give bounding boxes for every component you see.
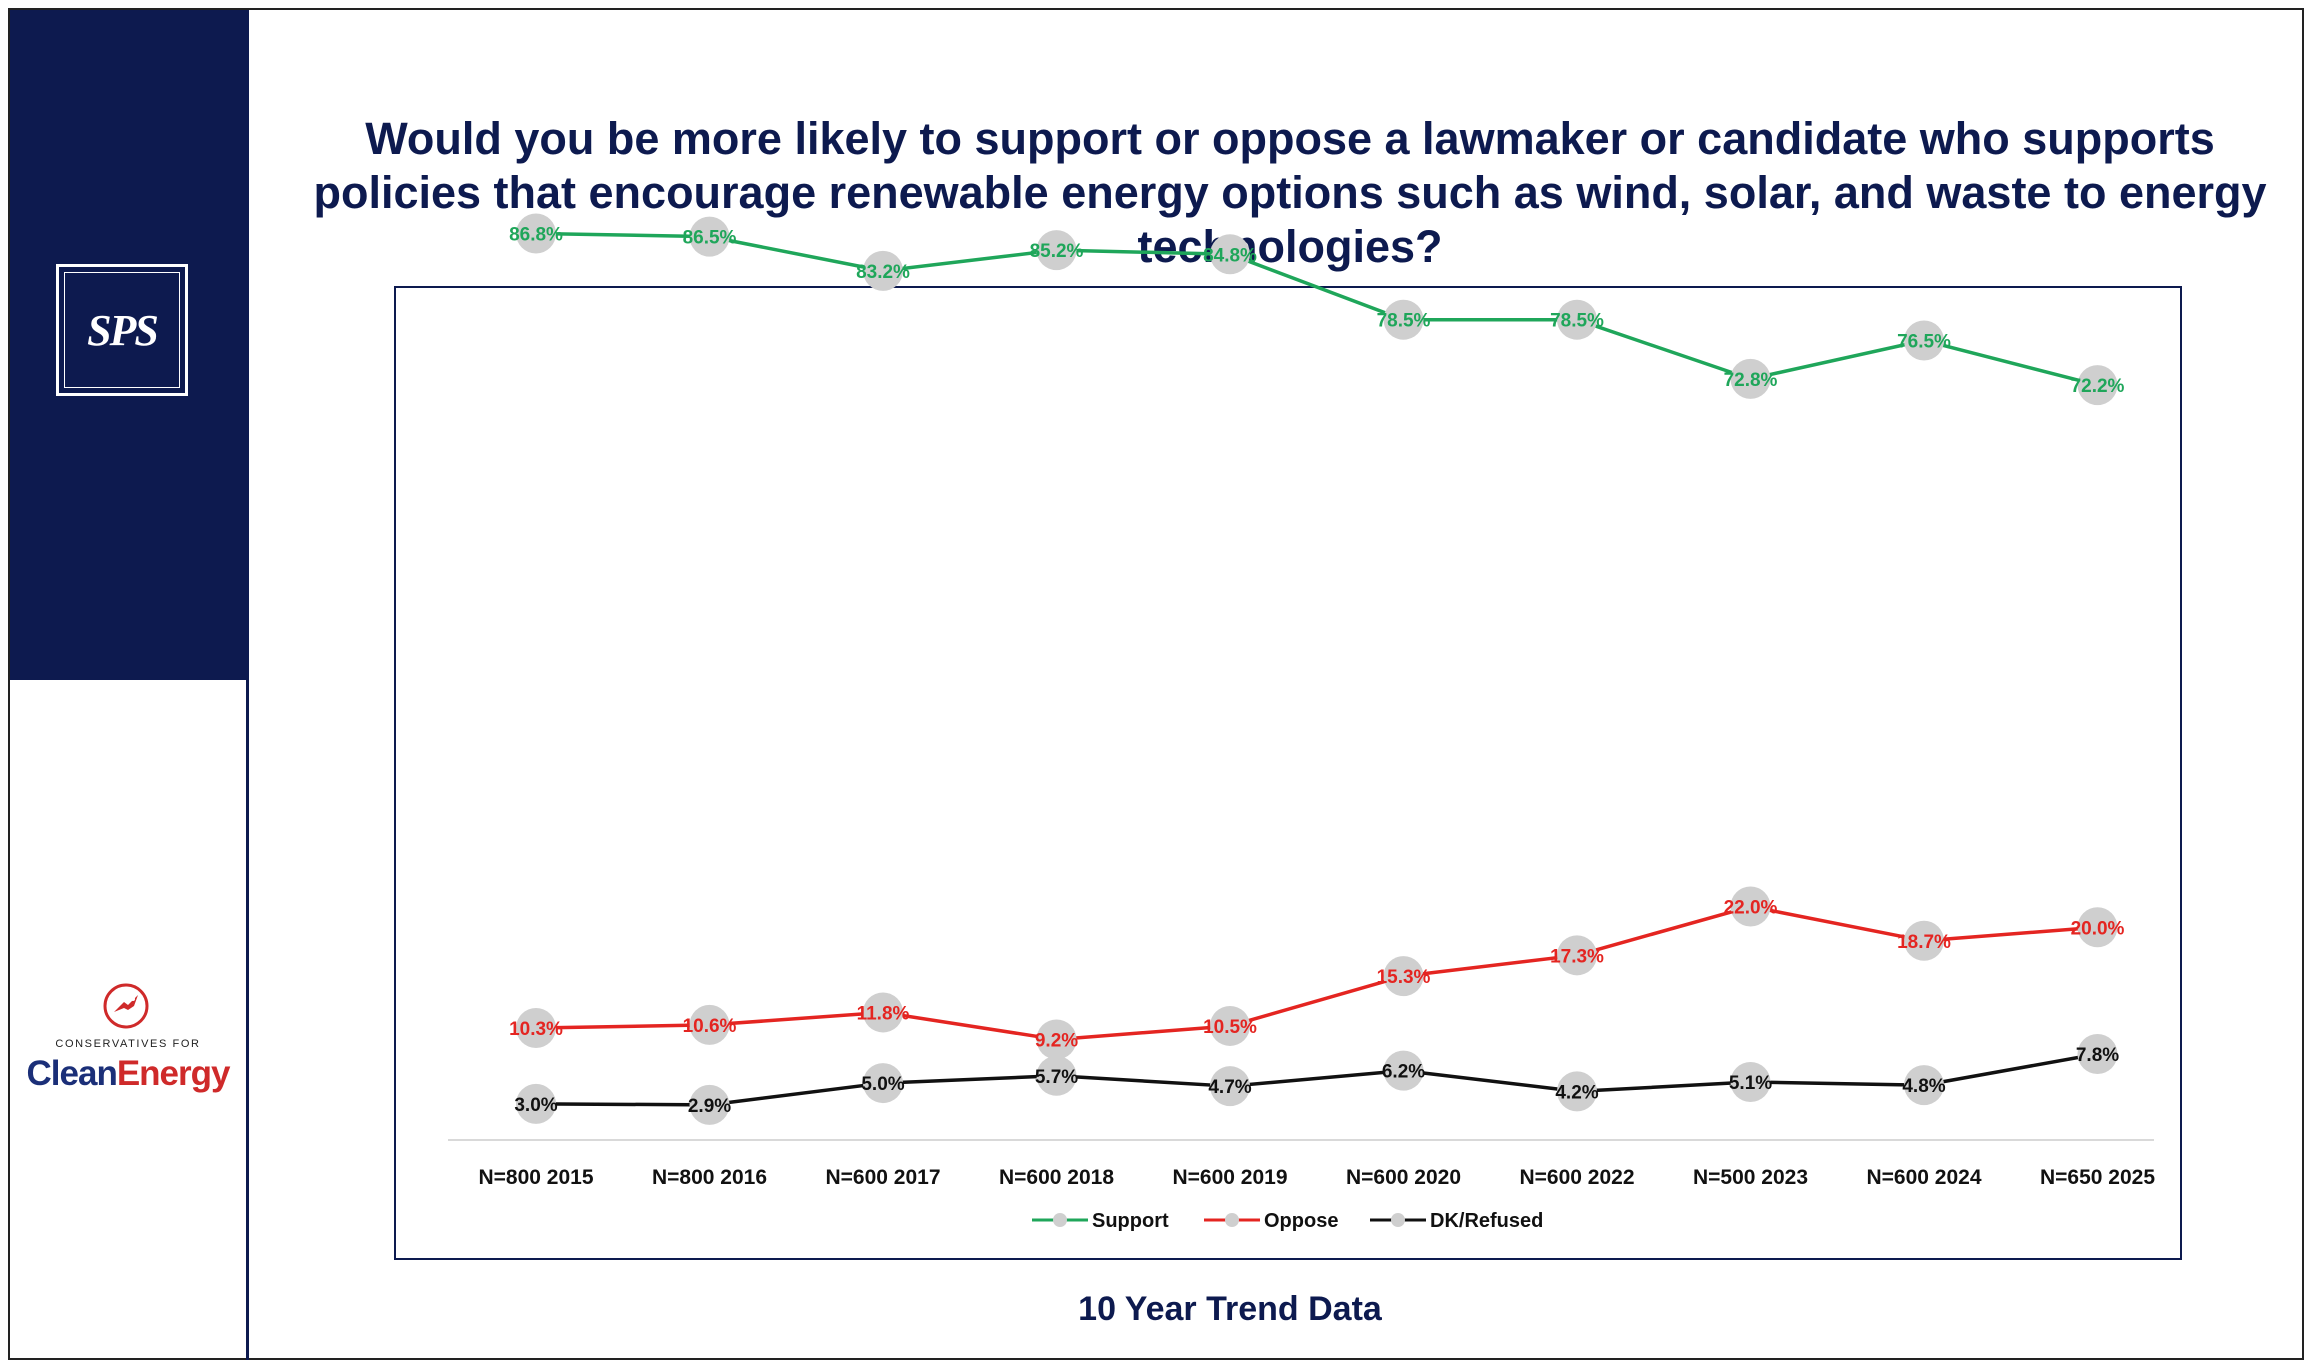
dk-refused-data-label: 4.2% (1555, 1082, 1598, 1103)
support-marker (1557, 299, 1597, 340)
x-tick-labels: N=800 2015 N=800 2016 N=600 2017 N=600 2018… (478, 1166, 2155, 1189)
support-data-label: 76.5% (1897, 331, 1951, 352)
dk-refused-marker (1210, 1066, 1250, 1107)
dk-refused-marker (1036, 1055, 1077, 1096)
dk-refused-data-label: 5.0% (861, 1074, 904, 1095)
series-lines (535, 231, 2098, 1107)
dk-refused-marker (2077, 1033, 2118, 1074)
dk-refused-marker (689, 1084, 730, 1125)
x-tick-label: N=600 2022 (1519, 1166, 1634, 1189)
oppose-data-label: 11.8% (857, 1003, 910, 1024)
dk-refused-data-label: 4.8% (1902, 1076, 1945, 1097)
support-legend-label: Support (1092, 1210, 1169, 1232)
oppose-legend-marker-icon (1225, 1213, 1239, 1227)
page-title: Would you be more likely to support or o… (313, 113, 2267, 272)
sidebar-divider (246, 10, 249, 1360)
oppose-marker (516, 1008, 556, 1049)
oppose-data-label: 17.3% (1550, 946, 1604, 967)
x-tick-label: N=800 2015 (478, 1166, 593, 1189)
oppose-marker (863, 992, 903, 1033)
dk-refused-data-label: 4.7% (1208, 1077, 1251, 1098)
dk-refused-marker (1730, 1062, 1771, 1103)
oppose-data-label: 22.0% (1724, 898, 1778, 919)
oppose-data-label: 10.5% (1203, 1017, 1257, 1038)
oppose-series-line (535, 904, 2098, 1042)
x-tick-label: N=500 2023 (1693, 1166, 1808, 1189)
support-data-label: 86.5% (683, 228, 737, 249)
support-data-label: 85.2% (1030, 241, 1084, 262)
x-tick-label: N=600 2019 (1172, 1166, 1287, 1189)
dk-refused-marker (863, 1063, 903, 1104)
dk-refused-marker (516, 1083, 556, 1124)
oppose-data-label: 20.0% (2071, 918, 2125, 939)
sidebar-panel: SPS (10, 10, 246, 680)
cce-subtitle: CONSERVATIVES FOR (55, 1038, 201, 1050)
dk-refused-series-line (535, 1052, 2098, 1107)
oppose-marker (1557, 935, 1597, 976)
support-legend-marker-icon (1053, 1213, 1067, 1227)
dk-refused-marker (1557, 1071, 1597, 1112)
x-tick-label: N=600 2018 (999, 1166, 1114, 1189)
support-marker (1383, 299, 1424, 340)
support-data-label: 86.8% (509, 224, 563, 245)
support-marker (689, 216, 730, 257)
conservatives-for-clean-energy-logo: CONSERVATIVES FOR CleanEnergy (10, 980, 246, 1120)
support-data-label: 84.8% (1203, 245, 1257, 266)
support-data-label: 72.8% (1724, 370, 1778, 391)
sps-logo: SPS (56, 264, 188, 396)
oppose-marker (1730, 886, 1771, 927)
dk-refused-data-label: 5.7% (1035, 1067, 1078, 1088)
oppose-marker (2077, 907, 2118, 948)
oppose-marker (1210, 1005, 1250, 1046)
dk-refused-marker (1904, 1065, 1944, 1106)
series-markers (516, 213, 2118, 1125)
support-data-label: 83.2% (856, 262, 910, 283)
support-marker (1210, 234, 1250, 275)
oppose-legend-label: Oppose (1264, 1210, 1338, 1232)
x-tick-label: N=600 2017 (825, 1166, 940, 1189)
dk-refused-legend-label: DK/Refused (1430, 1210, 1543, 1232)
oppose-marker (1036, 1019, 1077, 1060)
sps-logo-text: SPS (64, 272, 180, 388)
support-data-label: 78.5% (1550, 311, 1604, 332)
support-marker (1036, 230, 1077, 271)
dk-refused-data-label: 5.1% (1729, 1073, 1772, 1094)
x-tick-label: N=800 2016 (652, 1166, 767, 1189)
support-data-label: 72.2% (2071, 376, 2125, 397)
support-series-line (535, 231, 2098, 387)
x-tick-label: N=600 2020 (1346, 1166, 1461, 1189)
x-tick-label: N=600 2024 (1866, 1166, 1981, 1189)
dk-refused-data-label: 3.0% (514, 1095, 557, 1116)
dk-refused-legend-marker-icon (1391, 1213, 1405, 1227)
oppose-data-label: 10.3% (509, 1019, 563, 1040)
cce-wordmark-clean: Clean (26, 1054, 118, 1093)
chart-frame (394, 286, 2182, 1260)
data-labels: 86.8% 86.5% 83.2% 85.2% 84.8% 78.5% 78.5% 72.8%… (509, 224, 2124, 1116)
oppose-marker (689, 1004, 730, 1045)
support-marker (516, 213, 556, 254)
dk-refused-data-label: 2.9% (688, 1096, 731, 1117)
slide: SPS CONSERVATIVES FOR CleanEnergy (8, 8, 2304, 1360)
eagle-emblem-icon (103, 983, 149, 1029)
cce-wordmark-energy: Energy (116, 1054, 231, 1093)
oppose-data-label: 15.3% (1377, 967, 1431, 988)
oppose-data-label: 10.6% (683, 1016, 737, 1037)
dk-refused-data-label: 7.8% (2076, 1045, 2119, 1066)
support-marker (2077, 365, 2118, 406)
oppose-marker (1904, 920, 1944, 961)
chart-legend: Support Oppose DK/Refused (1032, 1210, 1543, 1232)
support-data-label: 78.5% (1377, 311, 1431, 332)
oppose-data-label: 9.2% (1035, 1030, 1078, 1051)
support-marker (1904, 320, 1944, 361)
cce-wordmark: CleanEnergy (10, 1054, 246, 1094)
dk-refused-marker (1383, 1050, 1424, 1091)
support-marker (1730, 358, 1771, 399)
x-tick-label: N=650 2025 (2040, 1166, 2155, 1189)
oppose-marker (1383, 956, 1424, 997)
footer-caption: 10 Year Trend Data (1078, 1290, 1382, 1328)
oppose-data-label: 18.7% (1897, 932, 1951, 953)
dk-refused-data-label: 6.2% (1382, 1062, 1425, 1083)
support-marker (863, 250, 903, 291)
